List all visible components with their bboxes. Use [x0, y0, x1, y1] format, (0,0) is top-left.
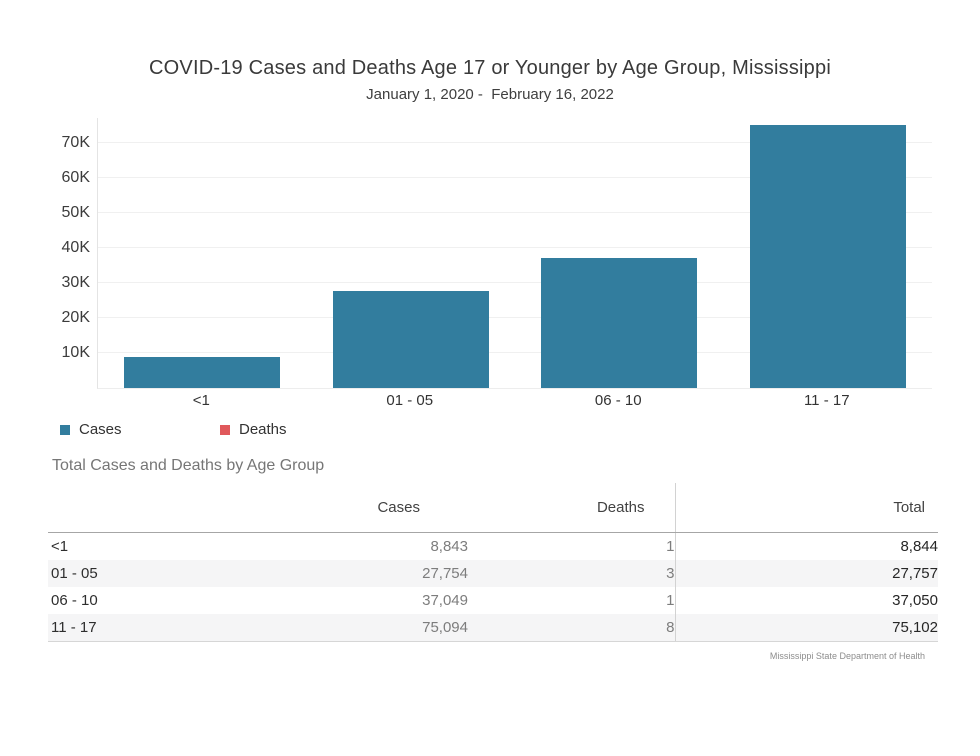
y-tick-label: 20K: [61, 308, 90, 326]
y-axis: 10K 20K 30K 40K 50K 60K 70K: [0, 118, 90, 388]
bar-column: [98, 118, 307, 388]
y-tick-label: 30K: [61, 273, 90, 291]
gridline: [98, 281, 932, 283]
total-value[interactable]: 37,050: [674, 587, 938, 614]
totals-table: Cases Deaths Total <1 8,843 1 8,844 01 -…: [48, 483, 938, 642]
bar-chart: [97, 118, 932, 389]
y-tick-label: 40K: [61, 238, 90, 256]
cases-bar[interactable]: [749, 124, 906, 388]
deaths-value[interactable]: 3: [666, 565, 675, 582]
deaths-value[interactable]: 1: [666, 592, 675, 609]
row-label: <1: [51, 538, 69, 555]
y-tick-label: 70K: [61, 133, 90, 151]
chart-title: COVID-19 Cases and Deaths Age 17 or Youn…: [149, 57, 831, 79]
deaths-swatch-icon: [220, 424, 230, 435]
total-value[interactable]: 27,757: [674, 560, 938, 587]
table-row: 01 - 05 27,754 3 27,757: [48, 560, 938, 587]
source-credit: Mississippi State Department of Health: [769, 651, 925, 661]
row-label: 11 - 17: [48, 614, 198, 642]
deaths-value[interactable]: 8: [468, 614, 675, 642]
deaths-value[interactable]: 1: [666, 538, 675, 555]
total-value[interactable]: 8,844: [674, 532, 938, 560]
cases-value[interactable]: 27,754: [422, 565, 468, 582]
table-row: <1 8,843 1 8,844: [48, 532, 938, 560]
table-heading: Total Cases and Deaths by Age Group: [52, 457, 325, 474]
legend-label-cases: Cases: [79, 421, 122, 438]
table-row: 11 - 17 75,094 8 75,102: [48, 614, 938, 642]
gridline: [98, 211, 932, 213]
gridline: [98, 351, 932, 353]
x-tick-label: 01 - 05: [386, 392, 434, 409]
y-tick-label: 60K: [61, 168, 90, 186]
row-label: 01 - 05: [51, 565, 98, 582]
legend-label-deaths: Deaths: [239, 421, 287, 438]
cases-bar[interactable]: [124, 357, 281, 388]
x-tick-label: 11 - 17: [803, 392, 850, 409]
bar-column: [515, 118, 724, 388]
col-header-cases: Cases: [198, 483, 468, 533]
gridline: [98, 246, 932, 248]
cases-value[interactable]: 75,094: [198, 614, 468, 642]
cases-bar[interactable]: [541, 258, 698, 388]
col-header-deaths: Deaths: [468, 483, 675, 533]
table-header-row: Cases Deaths Total: [48, 483, 938, 533]
x-tick-label: 06 - 10: [594, 392, 642, 409]
y-tick-label: 50K: [61, 203, 90, 221]
legend-item-deaths[interactable]: Deaths: [220, 421, 287, 438]
gridline: [98, 316, 932, 318]
table-row: 06 - 10 37,049 1 37,050: [48, 587, 938, 614]
cases-value[interactable]: 37,049: [422, 592, 468, 609]
chart-subtitle: January 1, 2020 - February 16, 2022: [366, 86, 614, 103]
x-tick-label: <1: [192, 392, 210, 409]
gridline: [98, 176, 932, 178]
col-header-total: Total: [674, 483, 938, 533]
row-label: 06 - 10: [51, 592, 98, 609]
bars: [98, 118, 932, 388]
cases-bar[interactable]: [332, 290, 489, 388]
x-axis: <1 01 - 05 06 - 10 11 - 17: [97, 392, 931, 409]
gridline: [98, 141, 932, 143]
cases-swatch-icon: [60, 424, 70, 435]
y-tick-label: 10K: [61, 343, 90, 361]
cases-value[interactable]: 8,843: [430, 538, 468, 555]
col-header-age-group: [48, 483, 198, 533]
bar-column: [307, 118, 516, 388]
total-value[interactable]: 75,102: [674, 614, 938, 642]
bar-column: [724, 118, 933, 388]
legend-item-cases[interactable]: Cases: [60, 421, 122, 438]
